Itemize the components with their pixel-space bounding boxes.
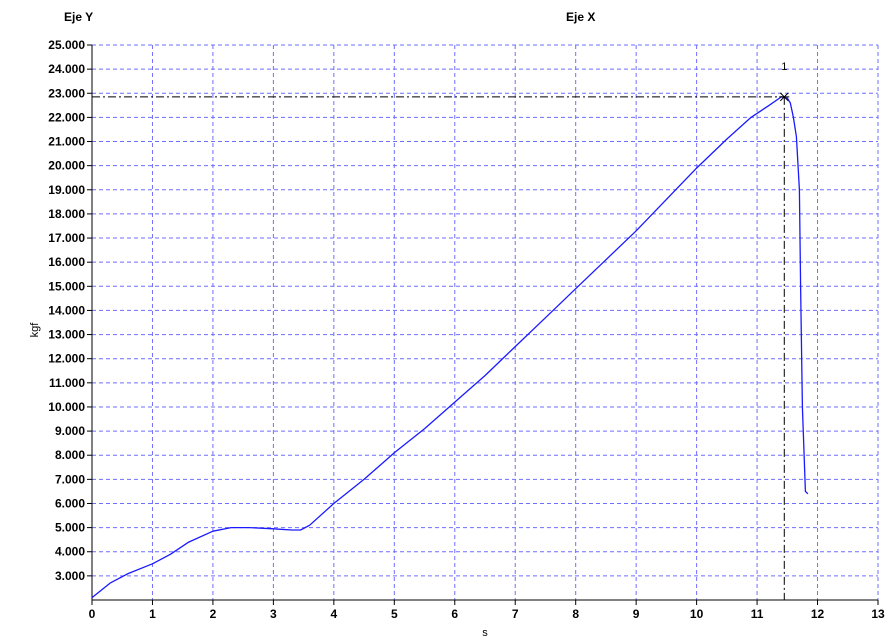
x-tick-label: 8 — [572, 607, 579, 621]
annotation-layer: 1 — [92, 61, 790, 600]
y-tick-label: 12.000 — [48, 352, 85, 366]
x-tick-label: 3 — [270, 607, 277, 621]
y-tick-label: 11.000 — [49, 376, 85, 390]
y-axis-label: kgf — [29, 322, 41, 338]
y-tick-label: 23.000 — [48, 86, 85, 100]
y-tick-label: 6.000 — [55, 496, 85, 510]
y-tick-label: 7.000 — [55, 472, 85, 486]
y-tick-label: 19.000 — [48, 183, 85, 197]
y-tick-label: 8.000 — [55, 448, 85, 462]
series-layer — [91, 96, 809, 599]
y-tick-label: 17.000 — [48, 231, 85, 245]
y-tick-label: 22.000 — [48, 110, 85, 124]
x-tick-label: 6 — [451, 607, 458, 621]
x-tick-label: 2 — [210, 607, 217, 621]
x-tick-label: 7 — [512, 607, 519, 621]
x-axis-heading: Eje X — [566, 10, 596, 24]
y-tick-label: 20.000 — [48, 159, 85, 173]
y-tick-label: 13.000 — [48, 328, 85, 342]
grid-layer — [92, 44, 879, 600]
peak-marker — [779, 92, 790, 102]
y-axis-heading: Eje Y — [64, 10, 94, 24]
x-tick-label: 1 — [149, 607, 156, 621]
y-tick-label: 18.000 — [48, 207, 85, 221]
y-tick-label: 21.000 — [48, 135, 85, 149]
y-tick-label: 3.000 — [55, 569, 85, 583]
x-axis-label: s — [482, 627, 488, 639]
x-tick-label: 5 — [391, 607, 398, 621]
y-tick-label: 24.000 — [48, 62, 85, 76]
x-tick-label: 9 — [633, 607, 640, 621]
y-tick-label: 25.000 — [48, 38, 85, 52]
y-tick-label: 10.000 — [48, 400, 85, 414]
y-tick-label: 5.000 — [55, 521, 85, 535]
series-line — [91, 96, 809, 599]
y-tick-label: 14.000 — [48, 303, 85, 317]
y-tick-label: 15.000 — [48, 279, 85, 293]
x-tick-label: 11 — [751, 607, 764, 621]
peak-label: 1 — [781, 61, 787, 73]
x-tick-label: 12 — [811, 607, 825, 621]
y-tick-label: 16.000 — [48, 255, 85, 269]
y-tick-label: 4.000 — [55, 545, 85, 559]
x-tick-label: 13 — [871, 607, 885, 621]
x-tick-label: 0 — [89, 607, 96, 621]
ticks-layer: 0 1 2 3 4 5 6 7 8 9 10 11 12 133.0004.0005.0006.0007.… — [48, 38, 885, 621]
x-tick-label: 10 — [690, 607, 704, 621]
y-tick-label: 9.000 — [55, 424, 85, 438]
x-tick-label: 4 — [331, 607, 338, 621]
